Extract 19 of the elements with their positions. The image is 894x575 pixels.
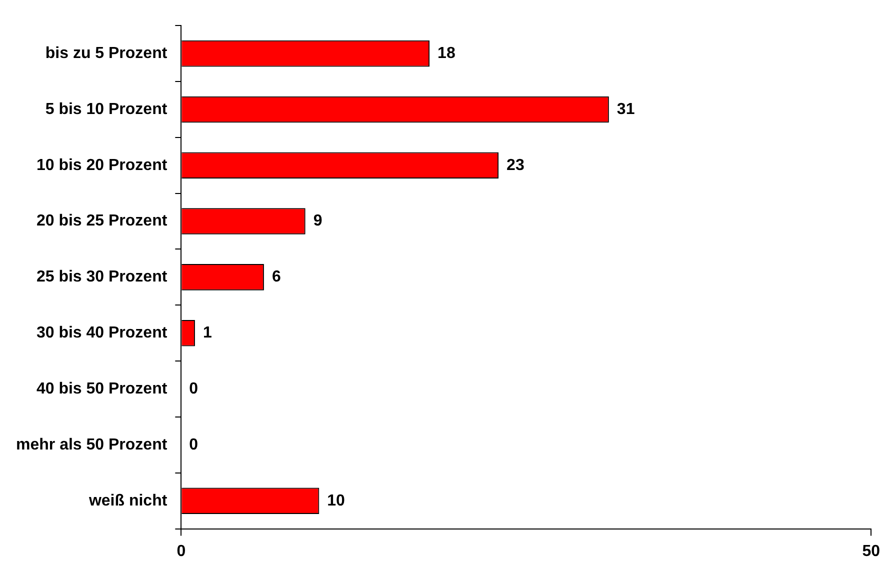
data-label: 0 <box>189 436 198 454</box>
data-label: 0 <box>189 380 198 398</box>
y-tick-label: 5 bis 10 Prozent <box>45 100 168 118</box>
y-tick-label: bis zu 5 Prozent <box>45 44 168 62</box>
data-label: 18 <box>438 44 456 62</box>
data-label: 31 <box>616 100 635 118</box>
y-tick-label: 10 bis 20 Prozent <box>36 156 168 174</box>
y-tick-label: 40 bis 50 Prozent <box>36 380 168 398</box>
data-label: 10 <box>327 492 346 510</box>
data-label: 23 <box>506 156 524 174</box>
x-tick-label: 50 <box>862 542 880 560</box>
data-label: 9 <box>313 212 322 230</box>
data-label: 6 <box>272 268 281 286</box>
y-tick-label: weiß nicht <box>88 492 168 510</box>
y-tick-label: mehr als 50 Prozent <box>16 436 168 454</box>
y-tick-label: 25 bis 30 Prozent <box>36 268 168 286</box>
data-label: 1 <box>202 324 212 342</box>
y-tick-label: 30 bis 40 Prozent <box>36 324 168 342</box>
y-tick-label: 20 bis 25 Prozent <box>36 212 168 230</box>
